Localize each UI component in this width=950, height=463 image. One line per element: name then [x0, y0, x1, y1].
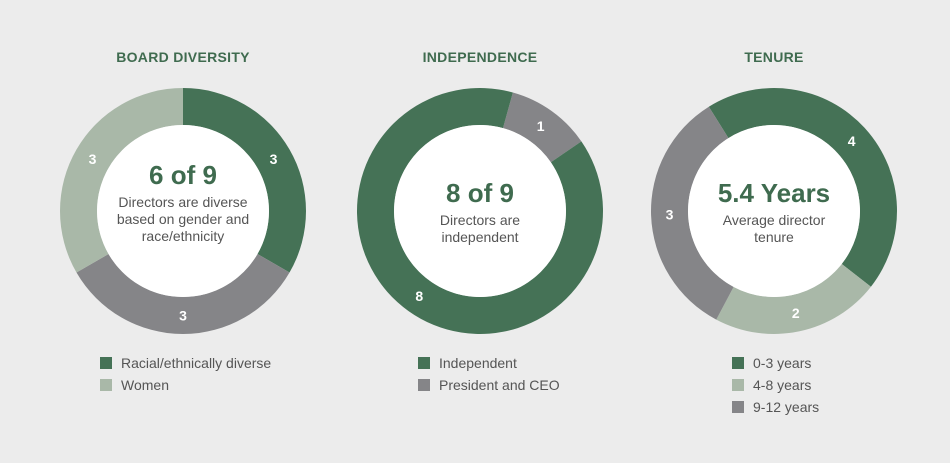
slice-value-label: 3 [89, 151, 97, 167]
slice-value-label: 1 [537, 118, 545, 134]
slice-value-label: 3 [270, 151, 278, 167]
legend-swatch-9-12-years [732, 401, 744, 413]
board-diversity-center: 6 of 9 Directors are diverse based on ge… [43, 160, 323, 245]
donut-slice [60, 88, 183, 273]
donut-hole [97, 125, 269, 297]
slice-value-label: 2 [792, 305, 800, 321]
board-diversity-center-text: Directors are diverse based on gender an… [116, 194, 250, 244]
legend-item: President and CEO [418, 374, 560, 396]
donut-slice [76, 254, 290, 334]
board-diversity-donut: 3 3 3 [60, 88, 306, 334]
donut-hole [394, 125, 566, 297]
legend-label-4-8-years: 4-8 years [753, 377, 812, 393]
legend-item: 0-3 years [732, 352, 819, 374]
slice-value-label: 3 [666, 207, 674, 223]
legend-label-women: Women [121, 377, 169, 393]
board-diversity-center-value: 6 of 9 [149, 160, 217, 190]
legend-item: 9-12 years [732, 396, 819, 418]
independence-center-text: Directors are independent [439, 212, 521, 245]
legend-swatch-president-ceo [418, 379, 430, 391]
slice-value-label: 3 [179, 308, 187, 324]
legend-swatch-racial-diverse [100, 357, 112, 369]
tenure-legend: 0-3 years 4-8 years 9-12 years [732, 352, 819, 418]
donut-slice [183, 88, 306, 273]
tenure-center: 5.4 Years Average director tenure [634, 178, 914, 246]
donut-hole [688, 125, 860, 297]
legend-label-racial-diverse: Racial/ethnically diverse [121, 355, 272, 371]
tenure-center-text: Average director tenure [722, 212, 826, 245]
legend-item: Racial/ethnically diverse [100, 352, 271, 374]
donut-slice [357, 87, 603, 334]
legend-swatch-4-8-years [732, 379, 744, 391]
legend-item: Independent [418, 352, 560, 374]
legend-label-independent: Independent [439, 355, 517, 371]
independence-legend: Independent President and CEO [418, 352, 560, 396]
donut-slice [651, 106, 734, 320]
slice-value-label: 8 [415, 288, 423, 304]
legend-item: 4-8 years [732, 374, 819, 396]
tenure-title: TENURE [744, 49, 804, 65]
independence-title: INDEPENDENCE [422, 49, 538, 65]
legend-label-president-ceo: President and CEO [439, 377, 560, 393]
slice-value-label: 4 [848, 133, 856, 149]
independence-donut: 18 [357, 87, 603, 334]
tenure-donut: 4 2 3 [651, 88, 897, 334]
legend-swatch-independent [418, 357, 430, 369]
legend-item: Women [100, 374, 271, 396]
board-diversity-panel: BOARD DIVERSITY 3 3 3 6 of 9 Directors are… [43, 0, 323, 463]
donut-slice [502, 92, 582, 163]
tenure-center-value: 5.4 Years [717, 178, 831, 208]
independence-center-value: 8 of 9 [446, 178, 514, 208]
independence-center: 8 of 9 Directors are independent [340, 178, 620, 246]
donut-slice [716, 263, 871, 334]
tenure-panel: TENURE 4 2 3 5.4 Years Average director te… [634, 0, 914, 463]
donut-slice [708, 88, 897, 287]
legend-swatch-women [100, 379, 112, 391]
legend-label-0-3-years: 0-3 years [753, 355, 812, 371]
legend-label-9-12-years: 9-12 years [753, 399, 820, 415]
board-diversity-title: BOARD DIVERSITY [116, 49, 250, 65]
legend-swatch-0-3-years [732, 357, 744, 369]
board-diversity-legend: Racial/ethnically diverse Women [100, 352, 271, 396]
